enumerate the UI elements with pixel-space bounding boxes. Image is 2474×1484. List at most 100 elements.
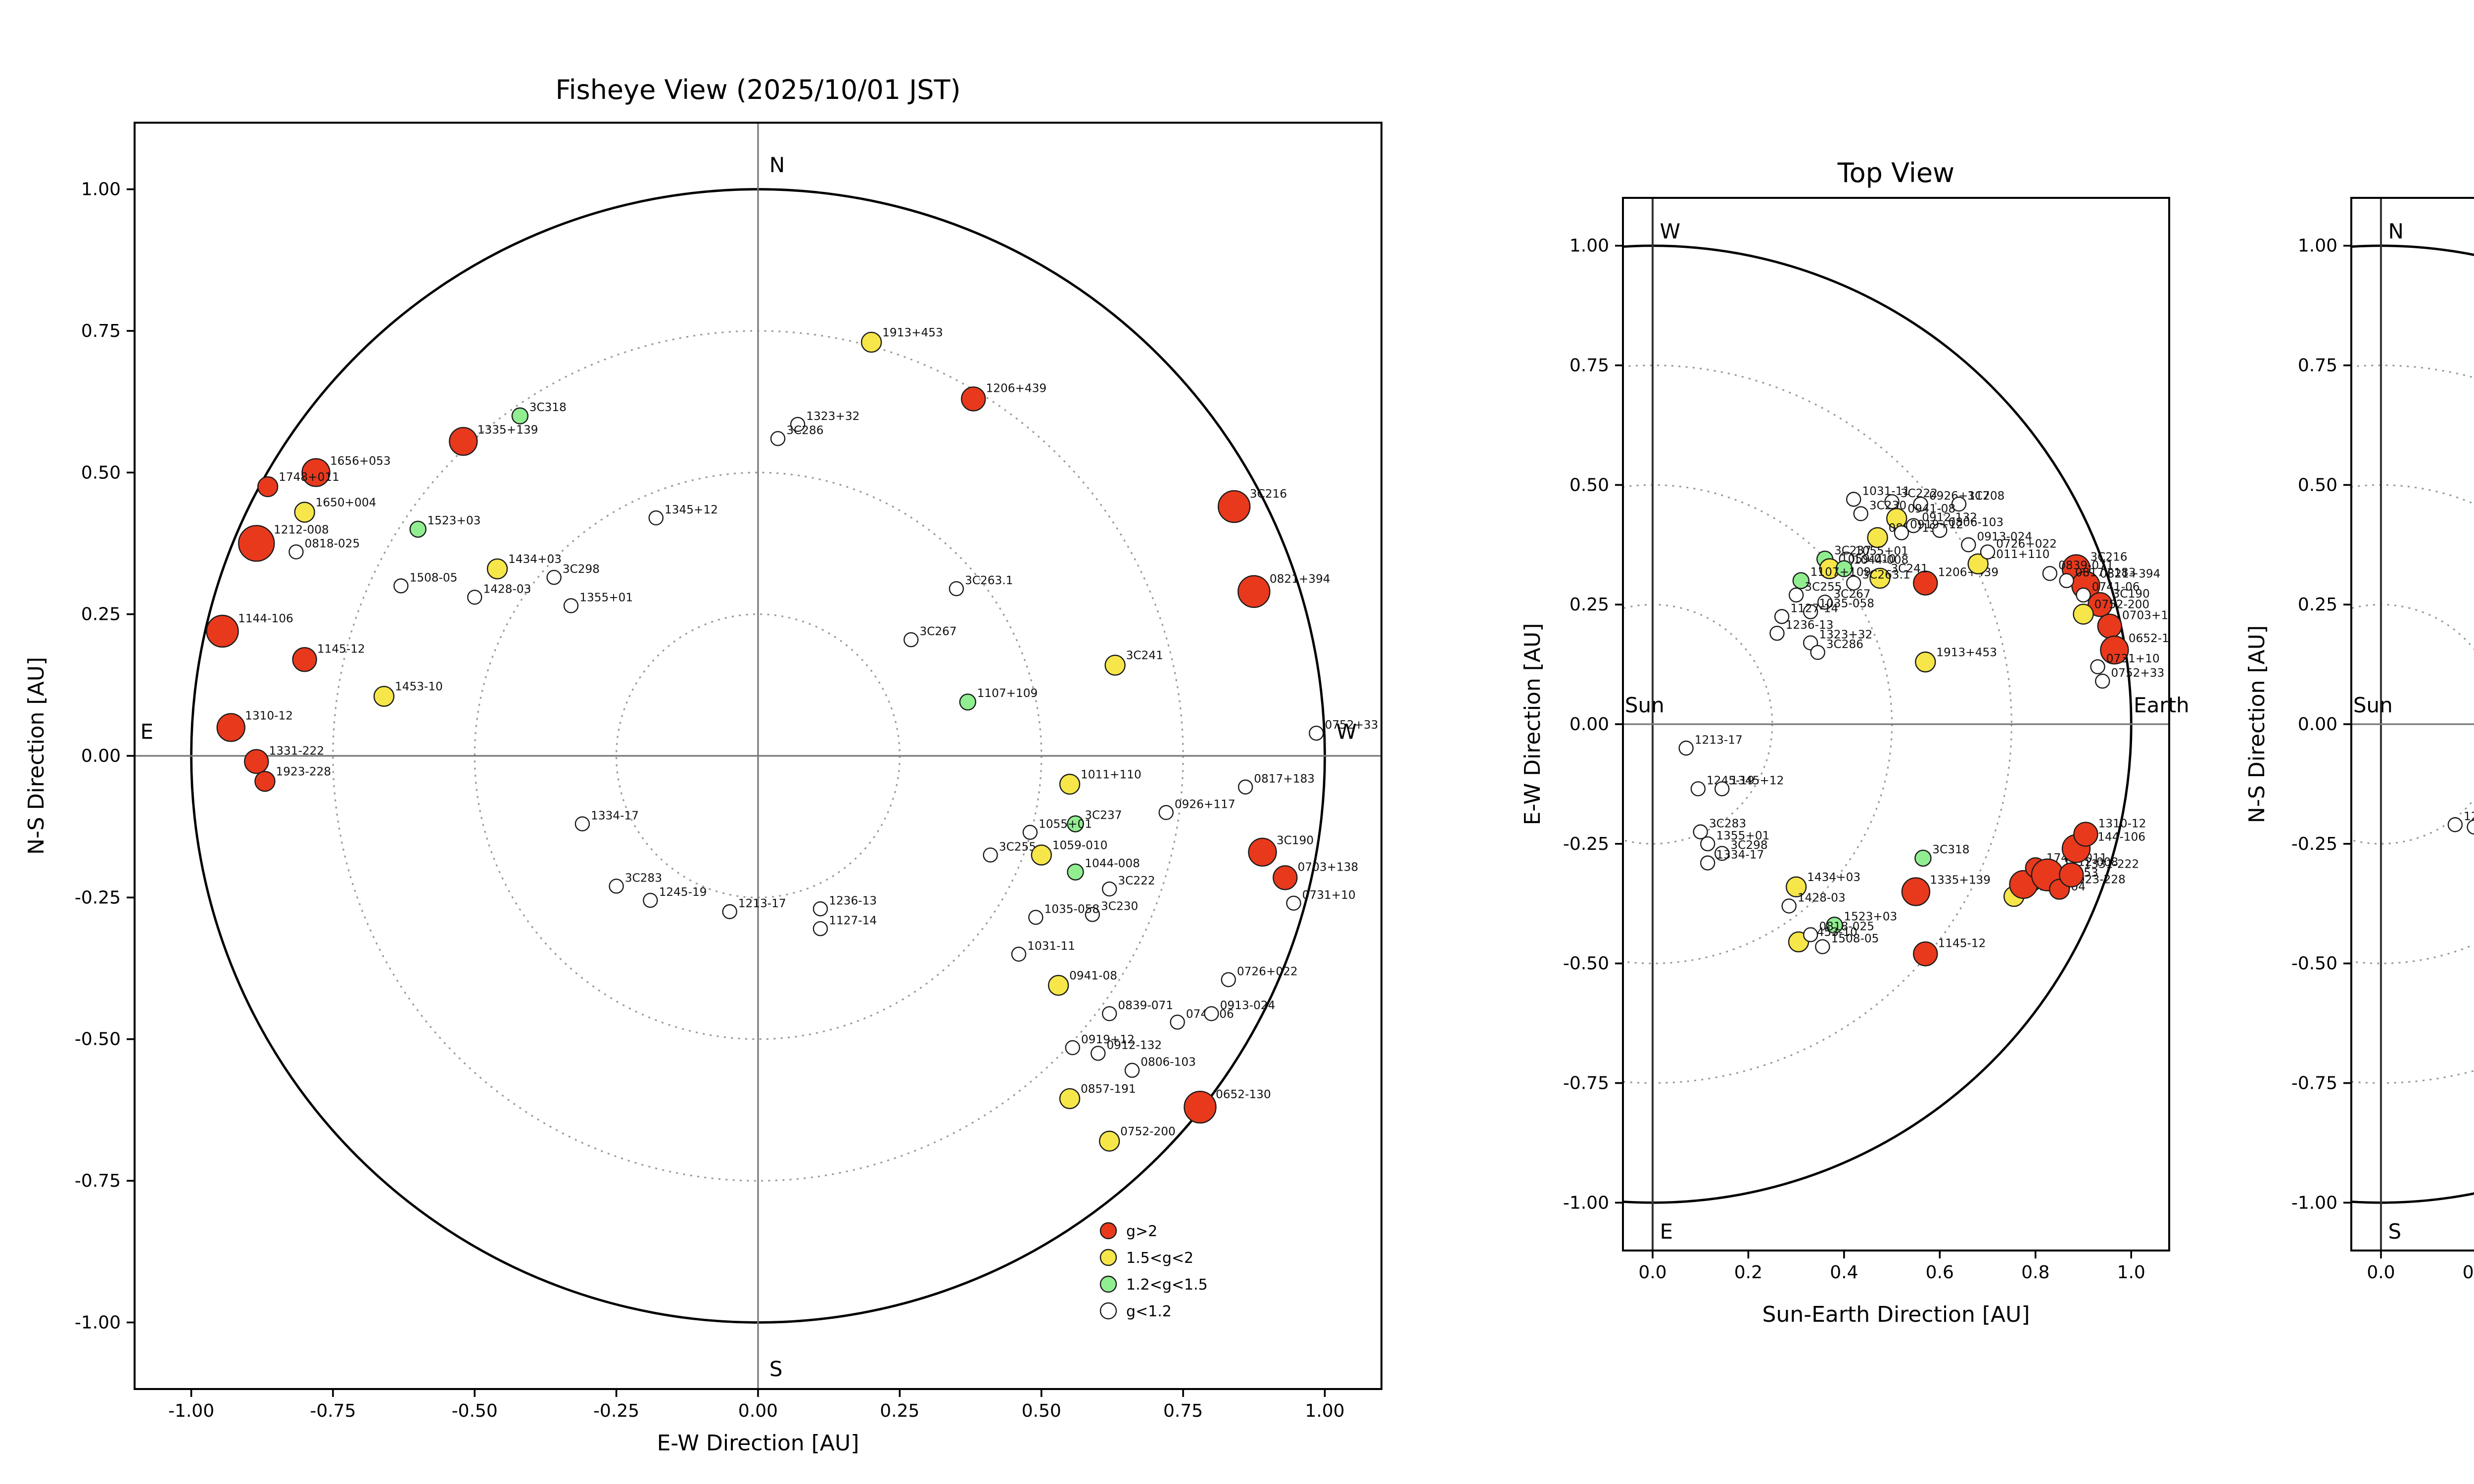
y-tick-label: -0.50 bbox=[1563, 954, 1609, 974]
object-point bbox=[1785, 876, 1807, 898]
object-point bbox=[292, 647, 317, 672]
object-point bbox=[206, 614, 239, 648]
object-label: 3C263.1 bbox=[1862, 568, 1910, 582]
y-tick-label: 0.75 bbox=[81, 321, 121, 341]
object-label: 3C230 bbox=[1101, 900, 1138, 913]
annotation-w: W bbox=[1336, 720, 1357, 744]
top-view-ylabel: E-W Direction [AU] bbox=[1520, 623, 1545, 826]
object-label: 1331-222 bbox=[2084, 858, 2139, 871]
y-tick-label: 1.00 bbox=[81, 180, 121, 200]
object-point bbox=[1248, 837, 1277, 867]
y-tick-label: 0.25 bbox=[2298, 595, 2337, 615]
object-point bbox=[257, 476, 279, 498]
object-point bbox=[1678, 741, 1694, 756]
top-view-title: Top View bbox=[1837, 157, 1954, 188]
y-tick-label: -0.75 bbox=[1563, 1073, 1609, 1093]
object-label: 1144-106 bbox=[238, 612, 293, 625]
annotation-earth: Earth bbox=[2134, 693, 2189, 717]
object-point bbox=[254, 771, 276, 792]
object-label: 1345+12 bbox=[1730, 774, 1784, 788]
annotation-e: E bbox=[140, 720, 153, 744]
object-label: 3C222 bbox=[1118, 874, 1155, 887]
object-label: 1245-19 bbox=[659, 885, 707, 899]
y-tick-label: 0.25 bbox=[1570, 595, 1609, 615]
object-label: 1031-11 bbox=[1862, 484, 1910, 498]
object-point bbox=[790, 417, 806, 432]
object-label: 0731+10 bbox=[2106, 652, 2160, 665]
object-label: 1355+01 bbox=[1716, 829, 1769, 842]
legend-label: 1.5<g<2 bbox=[1126, 1250, 1193, 1267]
object-point bbox=[1826, 917, 1843, 934]
object-point bbox=[1221, 972, 1236, 987]
y-tick-label: 0.50 bbox=[81, 463, 121, 483]
object-label: 3C318 bbox=[1932, 843, 1969, 856]
object-label: 1434+03 bbox=[1807, 871, 1860, 884]
object-label: 3C208 bbox=[1967, 489, 2004, 503]
object-point bbox=[2094, 673, 2110, 689]
object-label: 1508-05 bbox=[410, 571, 458, 584]
object-label: 0857-191 bbox=[1081, 1082, 1136, 1096]
object-label: 1913+453 bbox=[1936, 646, 1997, 659]
object-label: 0752-200 bbox=[1120, 1125, 1176, 1138]
object-label: 1206+439 bbox=[986, 381, 1047, 395]
object-label: 1213-17 bbox=[1695, 733, 1743, 746]
legend-swatch bbox=[1099, 1302, 1117, 1320]
object-label: 0726+022 bbox=[1996, 537, 2057, 551]
object-label: 1923-228 bbox=[276, 765, 331, 779]
y-tick-label: -1.00 bbox=[2291, 1193, 2337, 1213]
object-point bbox=[1690, 781, 1706, 796]
object-label: 1323+32 bbox=[806, 410, 859, 423]
object-label: 1107+109 bbox=[1810, 565, 1871, 579]
object-point bbox=[2467, 819, 2474, 835]
object-label: 1650+004 bbox=[316, 496, 377, 509]
object-label: 0703+138 bbox=[2122, 609, 2183, 622]
object-label: 1127-14 bbox=[1790, 602, 1838, 615]
y-tick-label: 0.25 bbox=[81, 604, 121, 625]
y-tick-label: -0.75 bbox=[75, 1171, 121, 1191]
object-point bbox=[563, 598, 579, 613]
object-label: 1011+110 bbox=[1989, 548, 2050, 561]
object-label: 0752+33 bbox=[1325, 718, 1378, 732]
x-tick-label: 1.0 bbox=[2117, 1262, 2145, 1283]
object-label: 3C283 bbox=[625, 871, 662, 884]
object-point bbox=[1217, 490, 1251, 523]
object-point bbox=[1792, 572, 1810, 590]
object-label: 1310-12 bbox=[245, 709, 293, 723]
object-label: 0731+10 bbox=[1302, 888, 1356, 902]
object-point bbox=[486, 558, 508, 580]
object-point bbox=[2447, 817, 2463, 833]
object-label: 3C267 bbox=[919, 625, 956, 638]
object-point bbox=[1098, 1130, 1120, 1152]
object-point bbox=[1846, 492, 1861, 507]
object-point bbox=[1913, 570, 1938, 596]
y-tick-label: -0.75 bbox=[2291, 1073, 2337, 1093]
object-point bbox=[1124, 1063, 1140, 1078]
object-point bbox=[1884, 494, 1900, 510]
annotation-n: N bbox=[769, 153, 785, 177]
object-point bbox=[546, 569, 562, 585]
x-tick-label: 0.75 bbox=[1163, 1401, 1203, 1421]
object-point bbox=[1835, 560, 1853, 577]
object-point bbox=[2042, 566, 2057, 581]
fisheye-ylabel: N-S Direction [AU] bbox=[24, 657, 49, 855]
object-label: 1428-03 bbox=[483, 582, 531, 596]
object-label: 3C216 bbox=[2090, 551, 2127, 564]
object-point bbox=[1204, 1006, 1219, 1021]
object-label: 0912-132 bbox=[1922, 511, 1977, 524]
side-view-panel: 1913+4531323+323C2861206+4393C3181335+13… bbox=[2291, 197, 2474, 1283]
object-label: 1434+03 bbox=[508, 553, 562, 566]
object-label: 0752-200 bbox=[2094, 598, 2149, 611]
object-label: 1055+01 bbox=[1855, 544, 1908, 557]
legend-swatch bbox=[1099, 1222, 1117, 1240]
annotation-n: N bbox=[2388, 219, 2403, 243]
y-tick-label: 0.00 bbox=[1570, 714, 1609, 735]
object-point bbox=[1781, 898, 1797, 914]
object-point bbox=[1817, 595, 1833, 610]
object-point bbox=[216, 713, 245, 742]
object-point bbox=[238, 525, 275, 562]
object-point bbox=[1693, 824, 1708, 839]
object-label: 1748+011 bbox=[279, 470, 339, 484]
object-label: 3C237 bbox=[1085, 808, 1122, 822]
